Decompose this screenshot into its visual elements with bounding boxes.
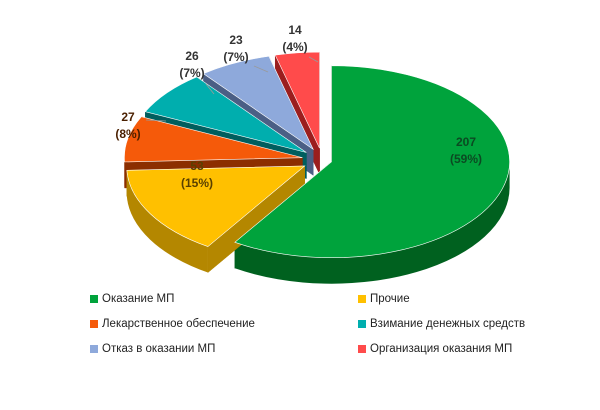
leader-line — [145, 119, 167, 122]
legend-swatch — [358, 345, 366, 353]
legend-item: Взимание денежных средств — [358, 317, 558, 331]
pie-slice — [274, 51, 320, 149]
data-label-percent: (4%) — [282, 40, 307, 54]
leader-lines — [145, 56, 319, 122]
data-label-value: 14 — [288, 23, 302, 37]
legend-swatch — [90, 295, 98, 303]
legend-swatch — [358, 295, 366, 303]
legend-item: Лекарственное обеспечение — [90, 317, 358, 331]
legend: Оказание МП Прочие Лекарственное обеспеч… — [90, 292, 560, 356]
pie-chart: 207 (59%) 53 (15%) 27 (8%) 26 (7%) 23 (7%) 14 (4%) — [115, 23, 510, 284]
leader-line — [205, 83, 215, 95]
data-label-percent: (59%) — [450, 152, 482, 166]
data-label-value: 26 — [185, 49, 199, 63]
legend-item: Оказание МП — [90, 292, 358, 306]
pie-slice — [234, 65, 510, 258]
data-label-value: 53 — [190, 159, 204, 173]
leader-line — [253, 65, 269, 73]
pie-slice — [144, 76, 307, 153]
leader-line — [308, 56, 319, 63]
legend-label: Прочие — [370, 293, 410, 305]
legend-label: Отказ в оказании МП — [102, 343, 216, 355]
data-label-value: 27 — [121, 110, 135, 124]
legend-swatch — [90, 320, 98, 328]
legend-item: Организация оказания МП — [358, 342, 558, 356]
pie-outer-wall — [234, 161, 510, 284]
pie-outer-wall — [126, 170, 208, 273]
data-label-percent: (8%) — [115, 127, 140, 141]
pie-slice — [124, 116, 303, 163]
data-labels: 207 (59%) 53 (15%) 27 (8%) 26 (7%) 23 (7%) 14 (4%) — [115, 23, 482, 190]
pie-slice — [202, 55, 314, 151]
legend-item: Прочие — [358, 292, 558, 306]
data-label-percent: (15%) — [181, 176, 213, 190]
data-label-value: 23 — [229, 33, 243, 47]
pie-slice — [126, 165, 306, 247]
legend-item: Отказ в оказании МП — [90, 342, 358, 356]
legend-label: Организация оказания МП — [370, 343, 513, 355]
legend-label: Лекарственное обеспечение — [102, 318, 255, 330]
legend-swatch — [90, 345, 98, 353]
data-label-value: 207 — [456, 135, 476, 149]
pie-top-faces — [124, 51, 510, 258]
data-label-percent: (7%) — [179, 66, 204, 80]
data-label-percent: (7%) — [223, 50, 248, 64]
legend-swatch — [358, 320, 366, 328]
legend-label: Взимание денежных средств — [370, 318, 526, 330]
legend-label: Оказание МП — [102, 293, 175, 305]
